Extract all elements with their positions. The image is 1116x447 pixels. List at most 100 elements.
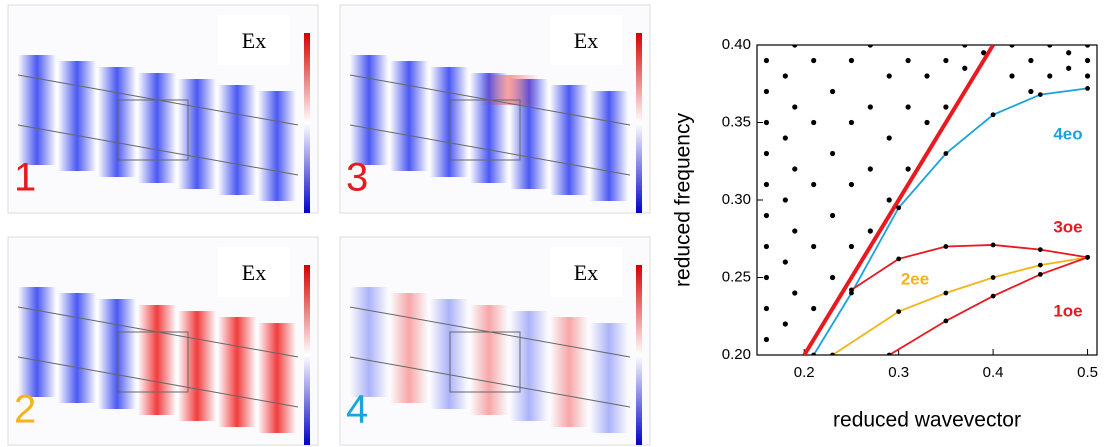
band-point: [962, 65, 968, 71]
band-point: [905, 166, 911, 172]
field-label: Ex: [574, 28, 598, 53]
band-point: [867, 166, 873, 172]
band-point: [763, 212, 770, 219]
curve-label: 1oe: [1053, 301, 1082, 320]
field-lobe: [178, 79, 216, 189]
band-point: [867, 228, 873, 234]
band-point: [792, 166, 798, 172]
band-point: [782, 197, 788, 203]
waveguide-outline: [17, 306, 299, 408]
band-point: [782, 135, 788, 141]
field-lobe: [58, 61, 96, 171]
band-point: [811, 57, 817, 64]
band-point: [763, 150, 770, 157]
curve-point: [1037, 272, 1043, 277]
x-tick-label: 0.2: [794, 364, 815, 381]
panel-number: 2: [14, 388, 36, 432]
field-lobe: [390, 293, 428, 403]
band-point: [848, 243, 855, 250]
curve: [850, 244, 1088, 291]
field-lobe: [18, 287, 56, 397]
field-lobe: [98, 299, 136, 409]
band-point: [905, 104, 911, 110]
y-axis-label: reduced frequency: [672, 113, 695, 287]
field-lobe: [430, 299, 468, 409]
field-panel: Ex 4: [339, 236, 651, 446]
curve-label: 2ee: [901, 269, 929, 288]
field-lobe: [98, 67, 136, 177]
curve-point: [990, 293, 996, 299]
band-point: [811, 305, 817, 312]
band-point: [1084, 57, 1091, 64]
curve-point: [943, 151, 949, 156]
band-point: [763, 181, 770, 188]
band-point: [811, 181, 817, 188]
band-point: [829, 274, 836, 281]
band-point: [905, 57, 911, 64]
label-box: [550, 15, 622, 65]
label-box: [218, 15, 290, 65]
field-label: Ex: [242, 260, 266, 285]
band-point: [763, 243, 770, 250]
field-label: Ex: [574, 260, 598, 285]
curve-point: [830, 352, 835, 355]
curve: [812, 87, 1088, 355]
band-point: [962, 45, 968, 48]
band-point: [792, 290, 798, 296]
band-point: [811, 119, 817, 126]
band-point: [1084, 45, 1091, 48]
label-box: [218, 247, 290, 297]
field-label: Ex: [242, 28, 266, 53]
curve-point: [811, 352, 817, 355]
band-point: [792, 228, 798, 234]
field-lobe: [258, 323, 296, 433]
band-point: [1047, 45, 1053, 48]
band-point: [1066, 65, 1072, 71]
y-tick-label: 0.20: [722, 346, 751, 363]
field-lobe: [218, 85, 256, 195]
field-panel: Ex 1: [7, 4, 319, 214]
band-point: [763, 57, 770, 64]
field-lobe: [510, 311, 548, 421]
colorbar: [636, 33, 642, 213]
band-point: [981, 50, 987, 56]
field-lobe: [350, 287, 388, 397]
panel-number: 4: [346, 388, 368, 432]
field-lobe: [550, 317, 588, 427]
band-point: [848, 181, 855, 188]
waveguide-outline: [17, 74, 299, 176]
band-point: [848, 119, 855, 126]
curve-point: [1037, 247, 1043, 253]
band-point: [1066, 50, 1072, 56]
curve-point: [896, 256, 902, 262]
field-lobe: [18, 55, 56, 165]
band-point: [763, 305, 770, 312]
field-lobe: [590, 91, 628, 201]
band-point: [886, 135, 892, 141]
field-lobe: [58, 293, 96, 403]
field-lobe: [470, 305, 508, 415]
field-lobe: [178, 311, 216, 421]
band-point: [943, 104, 949, 110]
plot-layer: [763, 45, 1091, 355]
band-point: [1028, 57, 1034, 64]
label-box: [550, 247, 622, 297]
field-lobe: [138, 305, 176, 415]
band-point: [943, 57, 949, 64]
band-point: [782, 259, 788, 265]
band-point: [1028, 88, 1034, 95]
band-point: [1047, 73, 1053, 79]
colorbar: [304, 33, 310, 213]
plot-frame: [756, 44, 1098, 356]
curve-point: [1085, 86, 1090, 91]
panel-number: 1: [14, 156, 36, 200]
field-lobe: [590, 323, 628, 433]
band-point: [763, 88, 770, 95]
curve-point: [943, 244, 949, 249]
y-tick-label: 0.35: [722, 113, 751, 130]
field-lobe: [430, 67, 468, 177]
curve-point: [1085, 254, 1090, 260]
curve-point: [943, 290, 949, 296]
x-tick-label: 0.5: [1077, 364, 1098, 381]
curve-point: [849, 287, 854, 293]
